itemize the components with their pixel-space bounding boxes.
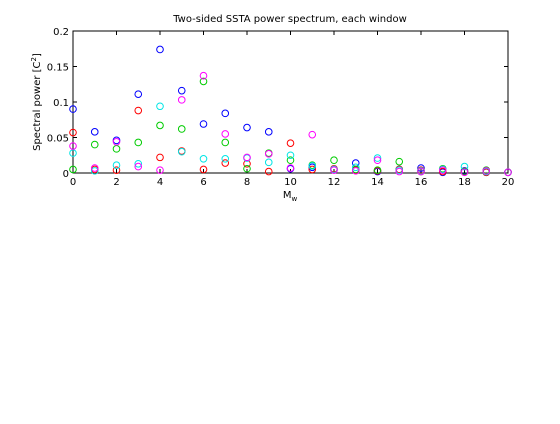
x-tick-label: 14 (371, 177, 384, 188)
data-point (417, 164, 425, 172)
data-point (264, 167, 273, 176)
data-point (199, 71, 208, 80)
x-axis-label-subscript: w (291, 195, 297, 203)
x-tick-label: 18 (458, 177, 471, 188)
chart-title: Two-sided SSTA power spectrum, each wind… (172, 14, 407, 25)
data-point (69, 142, 77, 150)
data-point (134, 90, 143, 98)
data-point (90, 164, 99, 172)
data-point (504, 168, 512, 177)
data-point (286, 156, 295, 165)
data-point (199, 77, 208, 86)
x-tick-label: 20 (502, 177, 515, 188)
y-axis-label-superscript: 2 (30, 57, 38, 61)
data-point (90, 128, 99, 136)
x-tick-label: 0 (70, 177, 76, 188)
data-point (438, 166, 447, 174)
data-point (482, 167, 491, 175)
x-tick-label: 8 (244, 177, 250, 188)
data-point (199, 155, 208, 163)
data-point (156, 102, 164, 111)
y-tick-label: 0.15 (47, 63, 69, 74)
data-point (69, 105, 77, 113)
data-point (221, 130, 230, 138)
data-point (308, 130, 317, 139)
data-point (156, 166, 164, 174)
x-tick-label: 12 (328, 177, 341, 188)
data-point (286, 164, 295, 172)
data-point (264, 158, 273, 167)
data-point (460, 162, 469, 171)
data-point (351, 163, 360, 172)
data-point (221, 159, 230, 167)
y-axis-label: Spectral power [C2] (30, 53, 43, 151)
x-tick-label: 4 (157, 177, 163, 188)
data-point (69, 128, 77, 137)
data-point (373, 156, 382, 165)
data-point (112, 145, 121, 153)
data-point (90, 167, 99, 175)
x-axis-label: Mw (283, 190, 298, 203)
y-tick-label: 0.2 (53, 27, 69, 38)
data-point (373, 166, 382, 174)
data-point (134, 159, 143, 168)
data-point (460, 168, 469, 177)
data-point (177, 86, 186, 95)
data-point (221, 155, 230, 163)
data-point (199, 165, 208, 174)
data-point (243, 123, 251, 132)
data-point (330, 166, 338, 174)
data-point (69, 165, 77, 174)
plot-area (72, 30, 509, 174)
y-tick-label: 0.05 (47, 134, 69, 145)
x-tick-label: 6 (200, 177, 206, 188)
data-point (221, 138, 230, 147)
data-point (330, 156, 338, 165)
data-point (264, 150, 273, 158)
x-tick-label: 10 (284, 177, 297, 188)
data-point (286, 151, 295, 160)
data-point (177, 147, 186, 156)
y-axis-label-suffix: ] (32, 53, 43, 57)
data-point (286, 139, 295, 147)
data-point (308, 165, 317, 174)
data-point (156, 45, 164, 54)
data-point (373, 154, 382, 162)
data-point (221, 109, 230, 118)
data-points (69, 45, 512, 177)
data-point (177, 96, 186, 104)
x-tick-label: 16 (415, 177, 428, 188)
data-point (112, 166, 121, 174)
data-point (199, 120, 208, 128)
data-point (134, 162, 143, 171)
data-point (308, 162, 317, 170)
data-point (112, 161, 121, 169)
data-point (417, 167, 425, 176)
x-axis: 0 2 4 6 8 10 12 14 16 18 20 (70, 31, 515, 188)
data-point (134, 106, 143, 115)
x-tick-label: 2 (113, 177, 119, 188)
data-point (351, 167, 360, 175)
y-tick-label: 0 (63, 169, 69, 180)
data-point (395, 157, 404, 166)
data-point (243, 153, 251, 162)
data-point (156, 121, 164, 130)
data-point (395, 167, 404, 176)
data-point (177, 125, 186, 133)
data-point (134, 138, 143, 147)
data-point (112, 137, 121, 146)
y-axis: 0 0.05 0.1 0.15 0.2 (47, 27, 508, 180)
data-point (264, 128, 273, 136)
data-point (156, 153, 164, 162)
data-point (90, 140, 99, 149)
data-point (243, 164, 251, 173)
series-4 (69, 71, 512, 177)
y-tick-label: 0.1 (53, 98, 69, 109)
